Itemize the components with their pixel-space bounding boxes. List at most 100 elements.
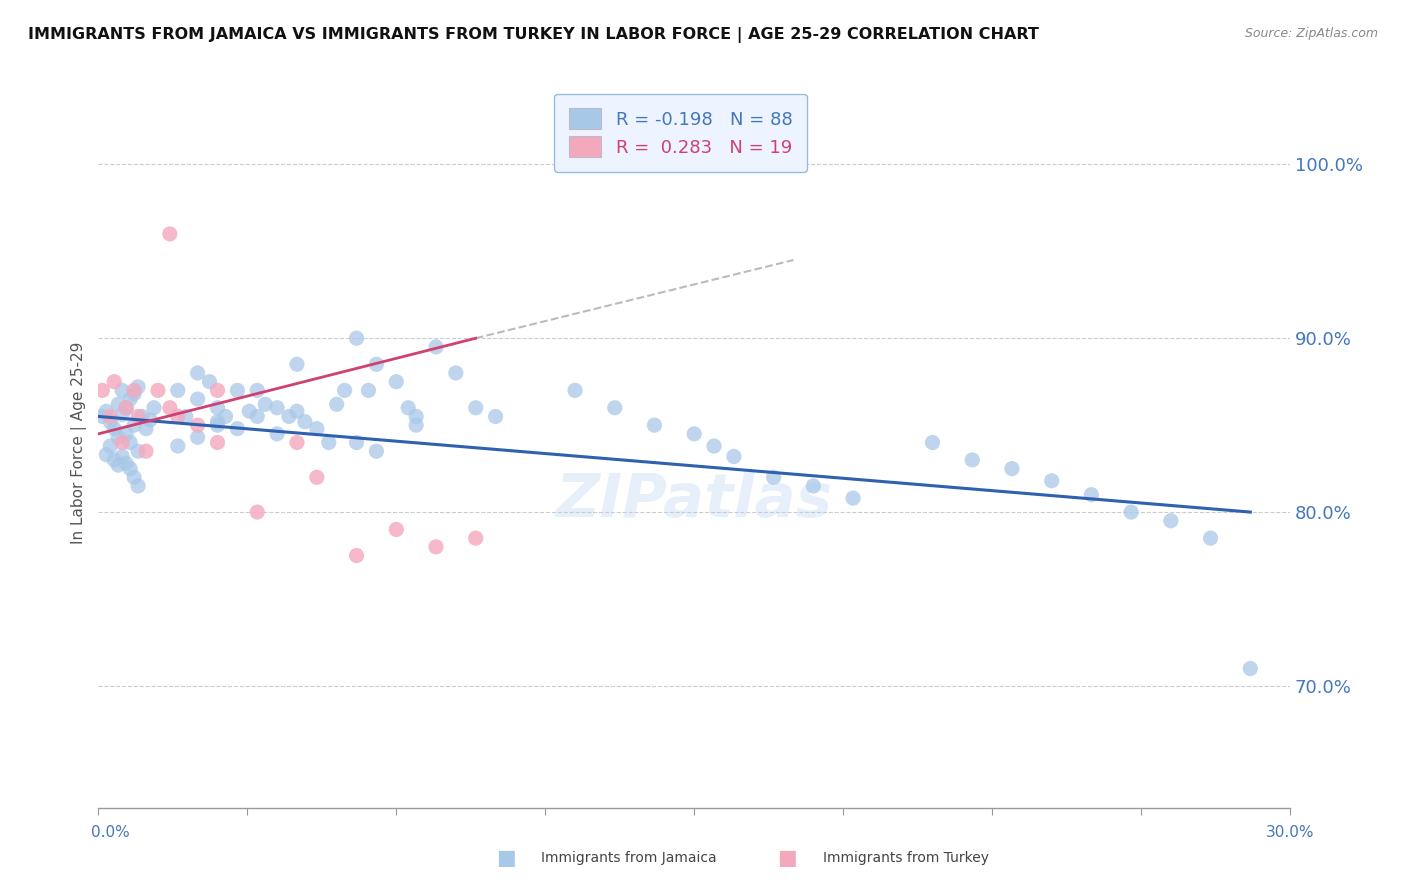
Point: [111, 408, 134, 422]
Point: [346, 435, 368, 450]
Point: [246, 505, 269, 519]
Point: [122, 387, 145, 401]
Point: [103, 453, 125, 467]
Point: [254, 397, 277, 411]
Point: [1199, 531, 1222, 545]
Point: [131, 409, 153, 424]
Point: [643, 418, 665, 433]
Text: 0.0%: 0.0%: [91, 825, 131, 840]
Point: [278, 409, 301, 424]
Point: [564, 384, 586, 398]
Point: [98, 415, 121, 429]
Point: [703, 439, 725, 453]
Point: [107, 458, 129, 472]
Point: [464, 531, 486, 545]
Point: [723, 450, 745, 464]
Text: ■: ■: [778, 848, 797, 868]
Point: [464, 401, 486, 415]
Point: [207, 384, 229, 398]
Point: [111, 435, 134, 450]
Point: [484, 409, 506, 424]
Point: [425, 540, 447, 554]
Point: [285, 404, 308, 418]
Text: Immigrants from Turkey: Immigrants from Turkey: [823, 851, 988, 865]
Point: [187, 366, 209, 380]
Point: [96, 404, 118, 418]
Point: [115, 456, 138, 470]
Point: [1040, 474, 1063, 488]
Point: [120, 461, 142, 475]
Point: [139, 413, 162, 427]
Point: [96, 448, 118, 462]
Point: [207, 415, 229, 429]
Point: [226, 422, 249, 436]
Point: [122, 384, 145, 398]
Point: [346, 331, 368, 345]
Point: [1001, 461, 1024, 475]
Point: [103, 375, 125, 389]
Text: Source: ZipAtlas.com: Source: ZipAtlas.com: [1244, 27, 1378, 40]
Point: [346, 549, 368, 563]
Legend: R = -0.198   N = 88, R =  0.283   N = 19: R = -0.198 N = 88, R = 0.283 N = 19: [554, 94, 807, 171]
Point: [266, 401, 288, 415]
Point: [325, 397, 347, 411]
Point: [246, 409, 269, 424]
Point: [146, 384, 169, 398]
Point: [135, 422, 157, 436]
Point: [1239, 661, 1261, 675]
Point: [762, 470, 785, 484]
Point: [115, 401, 138, 415]
Point: [285, 435, 308, 450]
Point: [120, 435, 142, 450]
Point: [405, 409, 427, 424]
Point: [127, 444, 149, 458]
Point: [135, 444, 157, 458]
Point: [207, 435, 229, 450]
Point: [127, 380, 149, 394]
Y-axis label: In Labor Force | Age 25-29: In Labor Force | Age 25-29: [72, 342, 87, 544]
Point: [294, 415, 316, 429]
Point: [127, 409, 149, 424]
Point: [91, 384, 114, 398]
Point: [207, 418, 229, 433]
Point: [801, 479, 824, 493]
Point: [187, 430, 209, 444]
Point: [107, 430, 129, 444]
Point: [305, 422, 328, 436]
Point: [357, 384, 380, 398]
Point: [1080, 488, 1102, 502]
Point: [166, 409, 188, 424]
Point: [333, 384, 356, 398]
Point: [207, 401, 229, 415]
Point: [318, 435, 340, 450]
Point: [1160, 514, 1182, 528]
Point: [683, 426, 706, 441]
Point: [115, 426, 138, 441]
Point: [396, 401, 419, 415]
Point: [111, 384, 134, 398]
Point: [143, 401, 166, 415]
Point: [1121, 505, 1143, 519]
Point: [425, 340, 447, 354]
Point: [385, 523, 408, 537]
Point: [444, 366, 467, 380]
Point: [960, 453, 983, 467]
Point: [238, 404, 260, 418]
Point: [166, 439, 188, 453]
Point: [98, 409, 121, 424]
Point: [385, 375, 408, 389]
Text: IMMIGRANTS FROM JAMAICA VS IMMIGRANTS FROM TURKEY IN LABOR FORCE | AGE 25-29 COR: IMMIGRANTS FROM JAMAICA VS IMMIGRANTS FR…: [28, 27, 1039, 43]
Point: [266, 426, 288, 441]
Point: [366, 444, 388, 458]
Point: [366, 357, 388, 371]
Point: [120, 392, 142, 406]
Point: [111, 450, 134, 464]
Point: [115, 401, 138, 415]
Point: [285, 357, 308, 371]
Point: [198, 375, 221, 389]
Point: [98, 439, 121, 453]
Point: [405, 418, 427, 433]
Text: Immigrants from Jamaica: Immigrants from Jamaica: [541, 851, 717, 865]
Text: ■: ■: [496, 848, 516, 868]
Point: [174, 409, 197, 424]
